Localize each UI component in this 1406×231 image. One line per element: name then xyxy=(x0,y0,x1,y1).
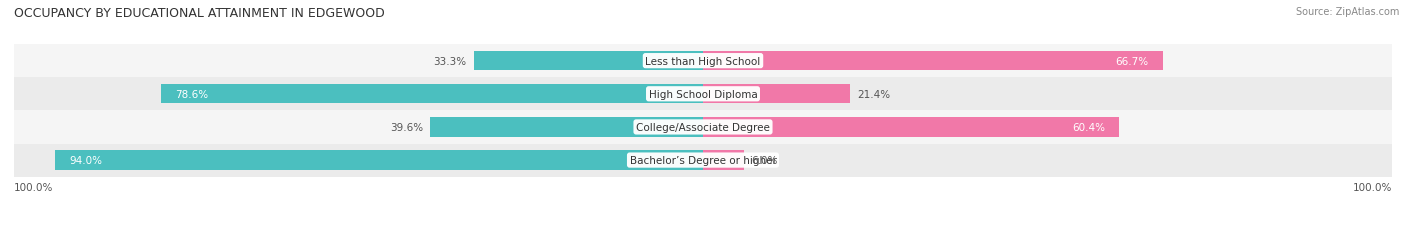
Bar xyxy=(162,85,703,104)
Text: 6.0%: 6.0% xyxy=(751,155,778,165)
Bar xyxy=(703,151,744,170)
Bar xyxy=(14,45,1392,78)
Bar xyxy=(14,78,1392,111)
Text: 21.4%: 21.4% xyxy=(858,89,890,99)
Bar xyxy=(703,52,1163,71)
Bar xyxy=(474,52,703,71)
Text: Less than High School: Less than High School xyxy=(645,56,761,66)
Text: 60.4%: 60.4% xyxy=(1073,122,1105,132)
Text: Bachelor’s Degree or higher: Bachelor’s Degree or higher xyxy=(630,155,776,165)
Text: 33.3%: 33.3% xyxy=(433,56,467,66)
Bar xyxy=(14,111,1392,144)
Bar xyxy=(703,85,851,104)
Bar xyxy=(14,144,1392,177)
Text: 66.7%: 66.7% xyxy=(1115,56,1149,66)
Text: 100.0%: 100.0% xyxy=(1353,182,1392,192)
Text: 100.0%: 100.0% xyxy=(14,182,53,192)
Bar xyxy=(55,151,703,170)
Bar xyxy=(703,118,1119,137)
Text: Source: ZipAtlas.com: Source: ZipAtlas.com xyxy=(1295,7,1399,17)
Text: 94.0%: 94.0% xyxy=(69,155,103,165)
Legend: Owner-occupied, Renter-occupied: Owner-occupied, Renter-occupied xyxy=(591,229,815,231)
Text: OCCUPANCY BY EDUCATIONAL ATTAINMENT IN EDGEWOOD: OCCUPANCY BY EDUCATIONAL ATTAINMENT IN E… xyxy=(14,7,385,20)
Text: 39.6%: 39.6% xyxy=(391,122,423,132)
Text: High School Diploma: High School Diploma xyxy=(648,89,758,99)
Text: College/Associate Degree: College/Associate Degree xyxy=(636,122,770,132)
Text: 78.6%: 78.6% xyxy=(176,89,208,99)
Bar xyxy=(430,118,703,137)
